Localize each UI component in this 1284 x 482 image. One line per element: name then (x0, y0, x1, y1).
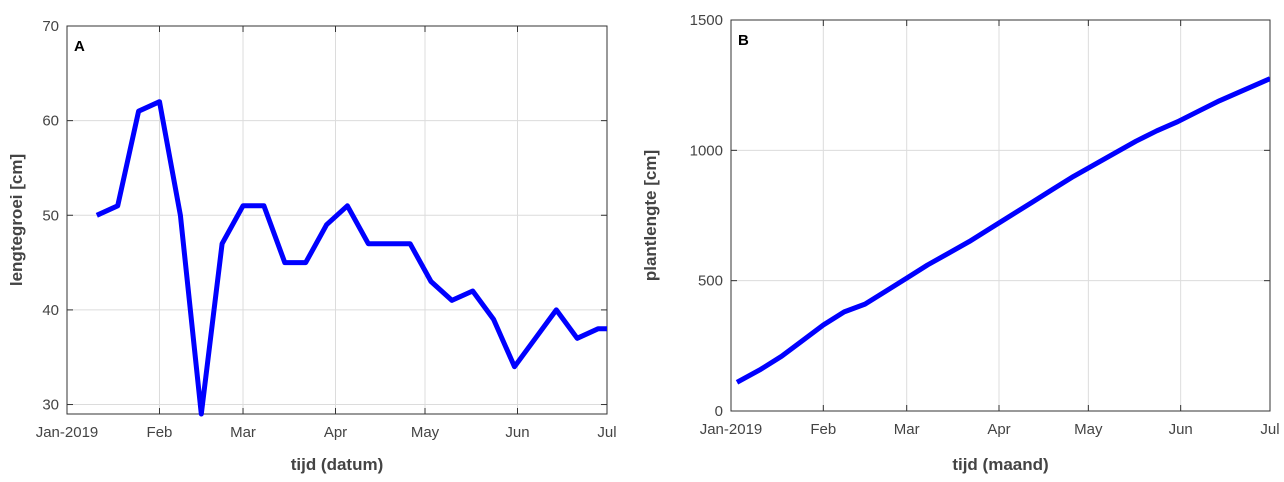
panel-label: A (74, 38, 85, 55)
y-tick-label: 0 (715, 403, 723, 420)
series-line (735, 76, 1270, 385)
y-tick-label: 60 (42, 113, 59, 130)
x-tick-label: May (411, 424, 440, 441)
x-axis-label: tijd (maand) (952, 455, 1048, 474)
y-tick-label: 40 (42, 302, 59, 319)
y-tick-label: 30 (42, 397, 59, 414)
chart-panel-a: Jan-2019 Feb Mar Apr May Jun Jul 30 40 50 60 70 Atij… (7, 18, 617, 474)
plot-frame (730, 19, 1271, 412)
y-tick-label: 500 (698, 273, 723, 290)
x-tick-label: Jul (597, 424, 616, 441)
x-tick-label: Jul (1260, 421, 1279, 438)
panel-label: B (738, 32, 749, 49)
y-tick-label: 70 (42, 18, 59, 35)
x-tick-label: Jun (1169, 421, 1193, 438)
plot-frame (66, 25, 608, 415)
x-axis-label: tijd (datum) (291, 455, 384, 474)
x-tick-label: Feb (810, 421, 836, 438)
x-tick-label: May (1074, 421, 1103, 438)
x-tick-label: Apr (324, 424, 347, 441)
x-tick-label: Mar (894, 421, 920, 438)
x-tick-label: Jan-2019 (36, 424, 99, 441)
series-line (95, 99, 607, 417)
y-axis-label: lengtegroei [cm] (7, 154, 26, 286)
x-tick-label: Feb (147, 424, 173, 441)
y-tick-label: 1500 (690, 12, 723, 29)
x-tick-label: Jan-2019 (700, 421, 763, 438)
y-axis-label: plantlengte [cm] (641, 150, 660, 281)
y-tick-label: 1000 (690, 142, 723, 159)
x-tick-label: Apr (987, 421, 1010, 438)
x-tick-label: Jun (505, 424, 529, 441)
chart-panel-b: Jan-2019 Feb Mar Apr May Jun Jul 0 500 1000 1500 Bt… (641, 12, 1280, 474)
x-tick-label: Mar (230, 424, 256, 441)
y-tick-label: 50 (42, 207, 59, 224)
